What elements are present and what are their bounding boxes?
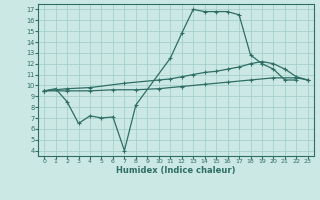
- X-axis label: Humidex (Indice chaleur): Humidex (Indice chaleur): [116, 166, 236, 175]
